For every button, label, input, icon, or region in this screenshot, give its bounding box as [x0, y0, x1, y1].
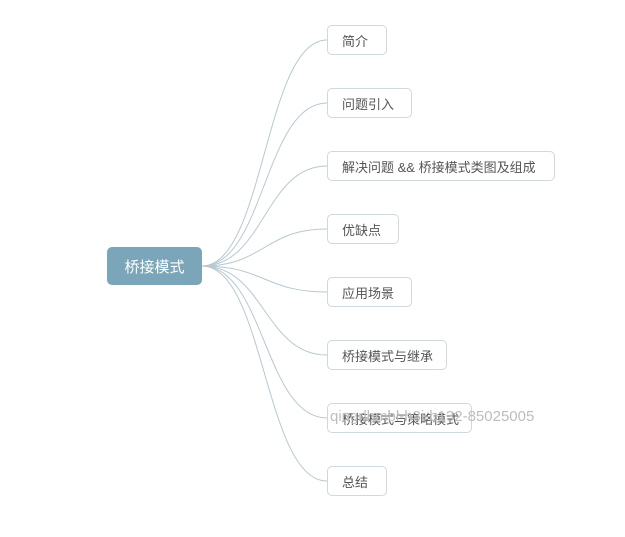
- connector-0: [202, 40, 327, 266]
- connector-1: [202, 103, 327, 266]
- connector-7: [202, 266, 327, 481]
- child-node-6[interactable]: 桥接模式与策略模式: [327, 403, 472, 433]
- child-node-4[interactable]: 应用场景: [327, 277, 412, 307]
- connector-6: [202, 266, 327, 418]
- child-label: 桥接模式与继承: [342, 346, 433, 365]
- child-node-0[interactable]: 简介: [327, 25, 387, 55]
- connector-3: [202, 229, 327, 266]
- child-label: 应用场景: [342, 283, 394, 302]
- connector-4: [202, 266, 327, 292]
- root-node[interactable]: 桥接模式: [107, 247, 202, 285]
- child-node-1[interactable]: 问题引入: [327, 88, 412, 118]
- root-label: 桥接模式: [124, 256, 184, 277]
- child-label: 问题引入: [342, 94, 394, 113]
- child-label: 解决问题 && 桥接模式类图及组成: [342, 157, 536, 176]
- connector-2: [202, 166, 327, 266]
- child-node-3[interactable]: 优缺点: [327, 214, 399, 244]
- connector-5: [202, 266, 327, 355]
- connector-layer: [0, 0, 625, 537]
- child-label: 桥接模式与策略模式: [342, 409, 459, 428]
- child-node-5[interactable]: 桥接模式与继承: [327, 340, 447, 370]
- child-node-2[interactable]: 解决问题 && 桥接模式类图及组成: [327, 151, 555, 181]
- child-node-7[interactable]: 总结: [327, 466, 387, 496]
- child-label: 优缺点: [342, 220, 381, 239]
- child-label: 简介: [342, 31, 368, 50]
- child-label: 总结: [342, 472, 368, 491]
